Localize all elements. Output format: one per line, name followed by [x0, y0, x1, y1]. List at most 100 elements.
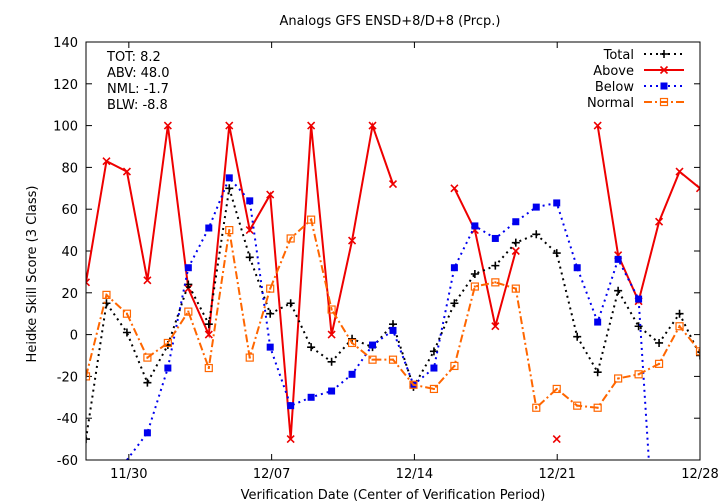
point-total: [122, 328, 131, 337]
point-total: [86, 435, 90, 444]
series-line-above: [453, 187, 517, 327]
point-normal: [143, 353, 152, 362]
y-tick-label: -60: [57, 454, 78, 469]
point-below: [287, 402, 295, 410]
y-tick-label: 80: [61, 161, 78, 176]
point-normal-dot: [392, 358, 394, 361]
point-below: [573, 264, 581, 272]
point-total: [143, 378, 152, 387]
point-above: [184, 284, 193, 293]
legend-marker-normal-dot: [663, 101, 665, 103]
point-above: [388, 180, 398, 189]
y-tick-label: 20: [61, 287, 78, 302]
point-normal: [347, 338, 357, 348]
point-normal: [573, 401, 582, 410]
point-normal: [388, 355, 398, 364]
stat-value: -8.8: [142, 98, 167, 113]
point-normal-dot: [125, 312, 128, 315]
point-normal-dot: [576, 404, 579, 407]
point-below: [164, 364, 172, 372]
point-total: [511, 238, 520, 247]
point-above: [86, 278, 91, 287]
x-tick-label: 12/14: [396, 467, 433, 482]
point-normal: [122, 309, 132, 318]
point-total: [450, 299, 459, 308]
point-normal: [614, 374, 623, 383]
point-normal-dot: [617, 377, 620, 380]
point-above: [348, 236, 357, 245]
point-normal: [225, 226, 234, 235]
point-total: [225, 184, 234, 193]
point-normal: [695, 347, 700, 356]
point-normal: [307, 215, 316, 224]
series-total: [86, 184, 700, 444]
point-normal: [368, 355, 377, 364]
stat-abv: ABV: 48.0: [107, 66, 170, 81]
plot-series: [86, 121, 700, 460]
point-normal: [266, 284, 275, 293]
point-normal-dot: [187, 310, 190, 313]
point-above: [245, 226, 254, 235]
point-below: [553, 199, 561, 207]
point-below: [143, 429, 151, 437]
legend-marker-above: [659, 65, 669, 75]
point-normal-dot: [555, 387, 558, 390]
point-normal: [286, 234, 295, 243]
point-normal-dot: [351, 341, 354, 344]
point-normal: [245, 353, 254, 362]
point-normal: [102, 290, 111, 299]
y-tick-label: -40: [57, 412, 78, 427]
point-below: [225, 174, 233, 182]
point-total: [573, 332, 582, 341]
point-normal: [511, 284, 520, 293]
y-tick-label: -20: [57, 370, 78, 385]
point-below: [369, 341, 377, 349]
legend-label-normal: Normal: [587, 96, 634, 111]
stat-label: BLW:: [107, 98, 138, 113]
point-total: [327, 357, 336, 366]
stat-value: 8.2: [140, 50, 161, 65]
point-normal-dot: [432, 387, 435, 390]
point-above: [204, 330, 213, 339]
point-above: [225, 121, 234, 130]
series-below: [126, 174, 650, 460]
point-above: [122, 167, 131, 176]
legend-label-total: Total: [603, 48, 634, 63]
point-normal-dot: [412, 383, 415, 386]
stat-label: TOT:: [106, 50, 136, 65]
point-above: [266, 190, 275, 199]
point-below: [266, 343, 274, 351]
point-below: [246, 197, 254, 205]
x-tick-label: 12/07: [253, 467, 290, 482]
point-normal: [86, 372, 91, 381]
point-below: [512, 218, 520, 226]
point-normal-dot: [248, 356, 251, 359]
point-total: [307, 343, 316, 352]
point-total: [614, 286, 623, 295]
point-below: [307, 393, 315, 401]
point-normal-dot: [146, 356, 149, 359]
series-line-above: [86, 121, 394, 440]
point-normal: [327, 305, 336, 314]
point-normal-dot: [330, 308, 333, 311]
point-normal-dot: [310, 218, 313, 221]
point-normal-dot: [494, 281, 497, 284]
point-normal: [593, 403, 602, 412]
point-normal-dot: [473, 285, 476, 288]
point-normal: [204, 363, 213, 373]
series-normal: [86, 215, 700, 412]
point-below: [184, 264, 192, 272]
point-below: [430, 364, 438, 372]
x-tick-label: 11/30: [110, 467, 147, 482]
point-normal: [450, 361, 459, 371]
point-total: [491, 261, 500, 270]
point-total: [696, 351, 700, 360]
point-total: [655, 338, 664, 347]
point-normal: [532, 403, 541, 412]
point-above: [593, 121, 602, 130]
point-normal: [409, 380, 418, 389]
point-below: [594, 318, 602, 326]
point-above: [327, 330, 336, 339]
point-below: [389, 326, 397, 334]
